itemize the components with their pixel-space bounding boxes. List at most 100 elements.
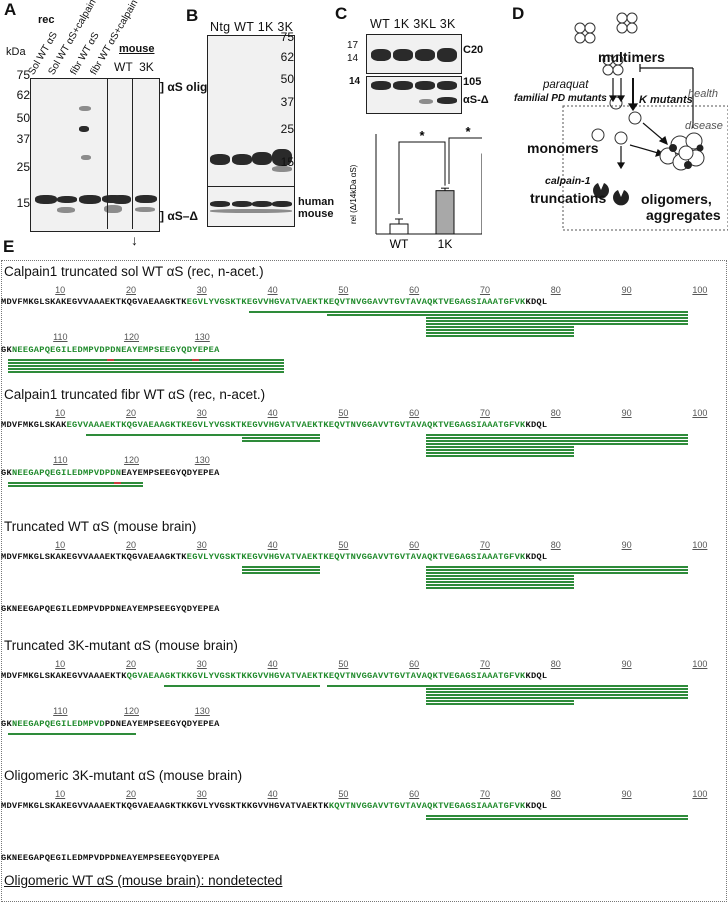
uncovered-residues: GK — [1, 345, 12, 355]
peptide-bar — [574, 691, 688, 693]
peptide-bar — [425, 452, 575, 454]
ruler-100: 100 — [692, 408, 708, 418]
peptide-bar — [425, 332, 575, 334]
peptide-bar — [425, 815, 575, 817]
bar-1K — [435, 190, 455, 235]
ruler-120: 120 — [123, 332, 139, 342]
ruler-130: 130 — [194, 455, 210, 465]
ruler-30: 30 — [196, 408, 207, 418]
sig-star-1: * — [419, 128, 425, 143]
section-title-5: Oligomeric 3K-mutant αS (mouse brain) — [4, 768, 243, 783]
peptide-bar — [425, 449, 575, 451]
sig-star-2: * — [465, 124, 471, 139]
peptide-bar — [574, 694, 688, 696]
peptide-bar — [425, 434, 575, 436]
peptide-bar — [574, 320, 688, 322]
uncovered-residues: KDQL — [525, 801, 548, 811]
peptide-bar — [241, 569, 320, 571]
ruler-100: 100 — [692, 540, 708, 550]
human-label: human — [298, 196, 335, 208]
ruler-20: 20 — [125, 789, 136, 799]
peptide-bar — [574, 688, 688, 690]
sequence-line-2: MDVFMKGLSKAKEGVVAAAEKTKQGVAEAAGKTKEGVLYV… — [1, 420, 547, 430]
monomers-label: monomers — [527, 140, 599, 156]
ruler-50: 50 — [338, 285, 349, 295]
ruler-90: 90 — [621, 285, 632, 295]
peptide-bar — [8, 482, 143, 484]
peptide-bar — [425, 329, 575, 331]
ab105-label: 105 — [463, 76, 482, 88]
peptide-bar — [574, 317, 688, 319]
ruler-20: 20 — [125, 659, 136, 669]
peptide-bar — [425, 335, 575, 337]
peptide-bar — [425, 314, 575, 316]
uncovered-residues: KDQL — [525, 671, 548, 681]
uncovered-residues: GKNEEGAPQEGILEDMPVDPDNEAYEMPSEEGYQDYEPEA — [1, 853, 220, 863]
uncovered-residues: KDQL — [525, 297, 548, 307]
mw-50: 50 — [16, 111, 30, 125]
sig-bracket-2 — [448, 137, 482, 184]
sequence-line2-2: GKNEEGAPQEGILEDMPVDPDNEAYEMPSEEGYQDYEPEA — [1, 468, 220, 478]
peptide-bar — [425, 569, 575, 571]
section-title-2: Calpain1 truncated fibr WT αS (rec, n-ac… — [4, 387, 266, 402]
uncovered-residues: MDVFMKGLSKAKEGVVAAAEKTK — [1, 671, 127, 681]
peptide-bar — [326, 314, 426, 316]
ruler-50: 50 — [338, 789, 349, 799]
ruler-30: 30 — [196, 540, 207, 550]
paraquat-label: paraquat — [543, 79, 589, 91]
peptide-bar — [241, 437, 320, 439]
ruler-110: 110 — [53, 706, 68, 716]
ruler-30: 30 — [196, 285, 207, 295]
peptide-bar — [425, 443, 575, 445]
peptide-bar — [425, 455, 575, 457]
ruler-50: 50 — [338, 659, 349, 669]
kmutants-label: K mutants — [639, 94, 693, 106]
ruler-110: 110 — [53, 455, 68, 465]
ruler-10: 10 — [55, 789, 66, 799]
mw-15: 15 — [16, 196, 30, 210]
mw-62: 62 — [16, 88, 30, 102]
covered-peptide: QGVAEAAGKTKKGVLYVGSKTKKGVVHGVATVAEKTKEQV… — [126, 671, 526, 681]
peptide-bar — [574, 434, 688, 436]
peptide-bar — [8, 485, 143, 487]
uncovered-residues: MDVFMKGLSKAKEGVVAAAEKTKQGVAEAAGKTKKGVLYV… — [1, 801, 329, 811]
b-mw-25: 25 — [280, 122, 294, 136]
ruler-10: 10 — [55, 285, 66, 295]
delta-label: ] αS–Δ — [160, 209, 199, 223]
peptide-bar — [425, 326, 575, 328]
mw-75: 75 — [16, 68, 30, 82]
section-title-1: Calpain1 truncated sol WT αS (rec, n-ace… — [4, 264, 264, 279]
peptide-bar — [326, 311, 426, 313]
ruler-70: 70 — [479, 789, 490, 799]
peptide-bar — [574, 572, 688, 574]
peptide-bar — [574, 311, 688, 313]
peptide-bar — [425, 446, 575, 448]
covered-peptide: EGVLYVGSKTKEGVVHGVATVAEKTKEQVTNVGGAVVTGV… — [186, 297, 526, 307]
pathway-diagram — [562, 12, 728, 231]
sequence-line-4: MDVFMKGLSKAKEGVVAAAEKTKQGVAEAAGKTKKGVLYV… — [1, 671, 547, 681]
peptide-bar — [574, 569, 688, 571]
peptide-bar — [574, 818, 688, 820]
ruler-70: 70 — [479, 659, 490, 669]
peptide-bar — [425, 587, 575, 589]
peptide-bar — [574, 440, 688, 442]
c-mw-14: 14 — [347, 53, 359, 64]
uncovered-residues: MDVFMKGLSKAKEGVVAAAEKTKQGVAEAAGKTK — [1, 552, 187, 562]
peptide-bar — [425, 323, 575, 325]
ruler-30: 30 — [196, 789, 207, 799]
ruler-100: 100 — [692, 789, 708, 799]
peptide-bar — [425, 311, 575, 313]
blot-c-bottom — [366, 76, 462, 114]
ruler-120: 120 — [123, 706, 139, 716]
ruler-130: 130 — [194, 706, 210, 716]
peptide-bar — [574, 566, 688, 568]
panel-c-letter: C — [335, 4, 348, 23]
peptide-bar — [425, 584, 575, 586]
uncovered-residues: KDQL — [525, 420, 548, 430]
peptide-bar — [425, 703, 575, 705]
peptide-bar — [574, 314, 688, 316]
ruler-10: 10 — [55, 540, 66, 550]
b-mw-75: 75 — [280, 30, 294, 44]
panel-d-letter: D — [512, 4, 525, 23]
b-mw-15: 15 — [280, 155, 294, 169]
